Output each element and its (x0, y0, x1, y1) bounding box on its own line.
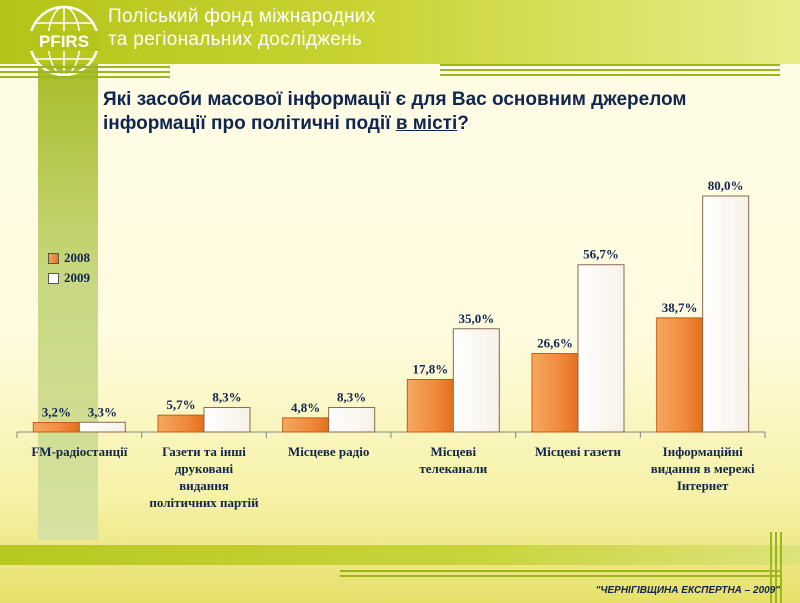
data-label-2008: 38,7% (662, 300, 698, 315)
data-label-2008: 17,8% (412, 361, 448, 376)
chart-plot: 3,2% 3,3% FM-радіостанції 5,7% 8,3% Газети та… (16, 178, 766, 510)
header-band (0, 0, 800, 64)
data-label-2009: 8,3% (337, 390, 366, 405)
bar-2009 (702, 195, 750, 433)
footer-decor-lines (340, 570, 780, 580)
category-label-line: друковані (175, 461, 234, 476)
category-label: Місцеві газети (535, 444, 622, 459)
bar-2008 (282, 417, 330, 433)
data-label-2009: 56,7% (583, 247, 619, 262)
bar-2008 (531, 353, 579, 433)
bar-2009 (577, 264, 625, 433)
category-label-line: Інтернет (677, 478, 729, 493)
data-label-2008: 26,6% (537, 336, 573, 351)
bar-2009 (452, 328, 500, 433)
question-end: ? (457, 113, 469, 134)
footer-vline-3 (780, 532, 782, 603)
legend-label-2008: 2008 (64, 250, 90, 265)
data-label-2008: 5,7% (166, 397, 195, 412)
category-label-line: Інформаційні (663, 444, 743, 459)
legend-swatch-2008 (48, 252, 59, 264)
legend-item-2009: 2009 (48, 268, 90, 288)
category-label: Газети та інші друковані видання політичних… (149, 444, 259, 510)
category-label-line: видання (179, 478, 229, 493)
category-label: Місцеві телеканали (419, 444, 487, 476)
legend-item-2008: 2008 (48, 248, 90, 268)
data-label-2009: 3,3% (88, 404, 117, 419)
header-decor-lines-right (440, 64, 780, 79)
left-accent-stripe (38, 64, 98, 540)
category-label-line: Газети та інші (162, 444, 246, 459)
category-label-line: телеканали (419, 461, 487, 476)
pfirs-logo: PFIRS (28, 5, 100, 77)
logo-text: PFIRS (39, 32, 89, 51)
bar-2008 (656, 317, 704, 433)
question-underlined: в місті (395, 113, 458, 134)
footer-vline-1 (770, 532, 772, 603)
footer-band (0, 545, 800, 565)
category-label: FM-радіостанції (31, 444, 127, 459)
bar-2008 (32, 422, 80, 433)
category-label-line: видання в мережі (651, 461, 755, 476)
bar-2009 (78, 421, 126, 433)
legend-swatch-2009 (48, 272, 59, 284)
footer-vline-2 (775, 532, 777, 603)
bar-2009 (203, 407, 251, 433)
org-name-line-1: Поліський фонд міжнародних (108, 6, 376, 27)
org-name-line-2: та регіональних досліджень (108, 29, 363, 50)
bar-2008 (157, 414, 205, 433)
data-label-2009: 8,3% (212, 390, 241, 405)
category-label: Інформаційні видання в мережі Інтернет (651, 444, 755, 493)
data-label-2009: 35,0% (458, 311, 494, 326)
question-text: Які засоби масової інформації є для Вас … (103, 89, 687, 134)
footer-caption: "ЧЕРНІГІВЩИНА ЕКСПЕРТНА – 2009" (595, 585, 780, 596)
category-label-line: політичних партій (149, 495, 259, 510)
legend-label-2009: 2009 (64, 270, 90, 285)
category-label-line: Місцеві газети (535, 444, 622, 459)
chart-legend: 2008 2009 (48, 248, 90, 288)
category-label-line: FM-радіостанції (31, 444, 127, 459)
organization-name: Поліський фонд міжнародних та регіональн… (108, 5, 376, 51)
bar-2008 (406, 378, 454, 433)
category-label: Місцеве радіо (288, 444, 369, 459)
category-label-line: Місцеве радіо (288, 444, 369, 459)
data-label-2008: 3,2% (42, 405, 71, 420)
data-label-2008: 4,8% (291, 400, 320, 415)
header-decor-lines-left (0, 66, 170, 81)
data-label-2009: 80,0% (708, 178, 744, 193)
bar-2009 (328, 407, 376, 433)
category-label-line: Місцеві (431, 444, 477, 459)
survey-question: Які засоби масової інформації є для Вас … (103, 88, 763, 136)
